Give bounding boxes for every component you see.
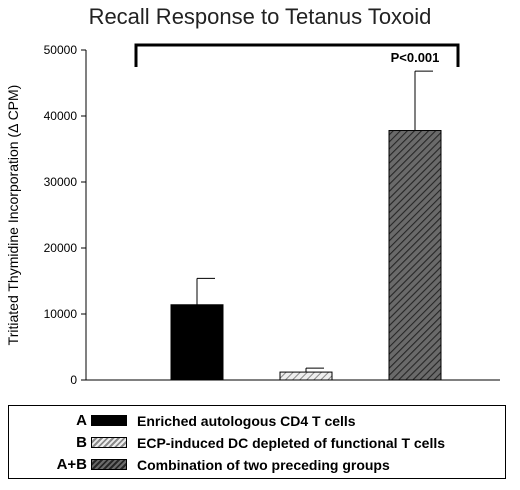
chart: 0 10000 20000 30000 40000 50000 Tritiated Thym… xyxy=(5,43,500,387)
significance-bracket xyxy=(134,43,460,67)
legend-swatch-dark-hatch xyxy=(91,459,127,470)
y-tick-label: 0 xyxy=(70,373,77,387)
y-tick-label: 40000 xyxy=(44,109,78,123)
y-tick-label: 50000 xyxy=(44,43,78,57)
legend-item-a: A Enriched autologous CD4 T cells xyxy=(9,411,505,431)
legend-label: Combination of two preceding groups xyxy=(137,457,390,473)
legend-key: B xyxy=(76,434,87,451)
y-axis-label: Tritiated Thymidine Incorporation (Δ CPM… xyxy=(5,85,21,346)
p-value-annotation: P<0.001 xyxy=(391,50,440,65)
bar-b xyxy=(279,371,333,381)
legend: A Enriched autologous CD4 T cells B ECP-… xyxy=(8,405,506,479)
y-tick-label: 10000 xyxy=(44,307,78,321)
legend-label: ECP-induced DC depleted of functional T … xyxy=(137,435,446,451)
legend-key: A+B xyxy=(56,456,87,473)
bar-a xyxy=(170,304,224,381)
legend-label: Enriched autologous CD4 T cells xyxy=(137,413,356,429)
legend-item-b: B ECP-induced DC depleted of functional … xyxy=(9,433,505,453)
y-tick-label: 20000 xyxy=(44,241,78,255)
y-tick-label: 30000 xyxy=(44,175,78,189)
chart-title: Recall Response to Tetanus Toxoid xyxy=(88,4,432,29)
legend-key: A xyxy=(76,412,87,429)
legend-swatch-light-hatch xyxy=(91,437,127,448)
legend-item-ab: A+B Combination of two preceding groups xyxy=(9,455,505,475)
bar-aplusb xyxy=(388,130,442,381)
legend-swatch-solid xyxy=(91,415,127,426)
